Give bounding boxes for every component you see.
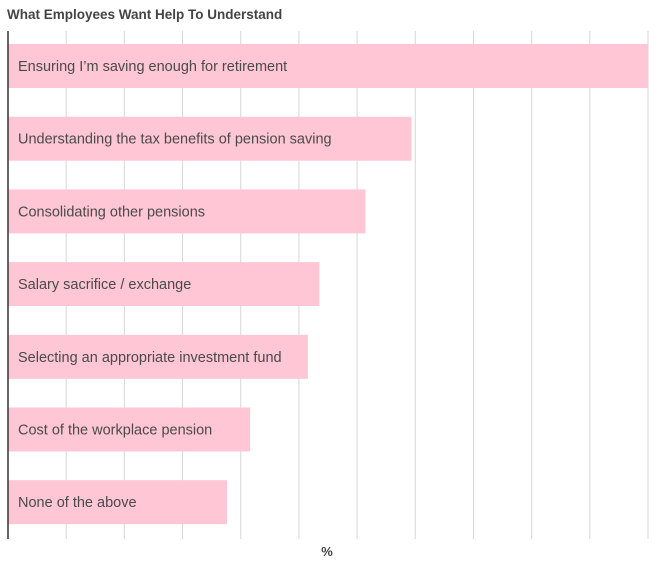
x-axis-label: % [321, 544, 333, 559]
bar [8, 116, 412, 161]
bar [8, 44, 648, 88]
bar [8, 334, 308, 379]
bar-label: Cost of the workplace pension [18, 423, 212, 439]
bar [8, 262, 320, 307]
bar [8, 480, 228, 525]
bar-label: None of the above [18, 495, 137, 511]
chart-title: What Employees Want Help To Understand [7, 7, 283, 22]
bar-labels: Ensuring I’m saving enough for retiremen… [18, 59, 332, 511]
bar-label: Selecting an appropriate investment fund [18, 350, 282, 366]
bar-label: Salary sacrifice / exchange [18, 277, 191, 293]
bar-label: Ensuring I’m saving enough for retiremen… [18, 59, 287, 75]
bar [8, 189, 366, 234]
bar-label: Understanding the tax benefits of pensio… [18, 132, 332, 148]
bar-label: Consolidating other pensions [18, 204, 205, 220]
bar-series [8, 44, 648, 525]
bar [8, 407, 251, 452]
